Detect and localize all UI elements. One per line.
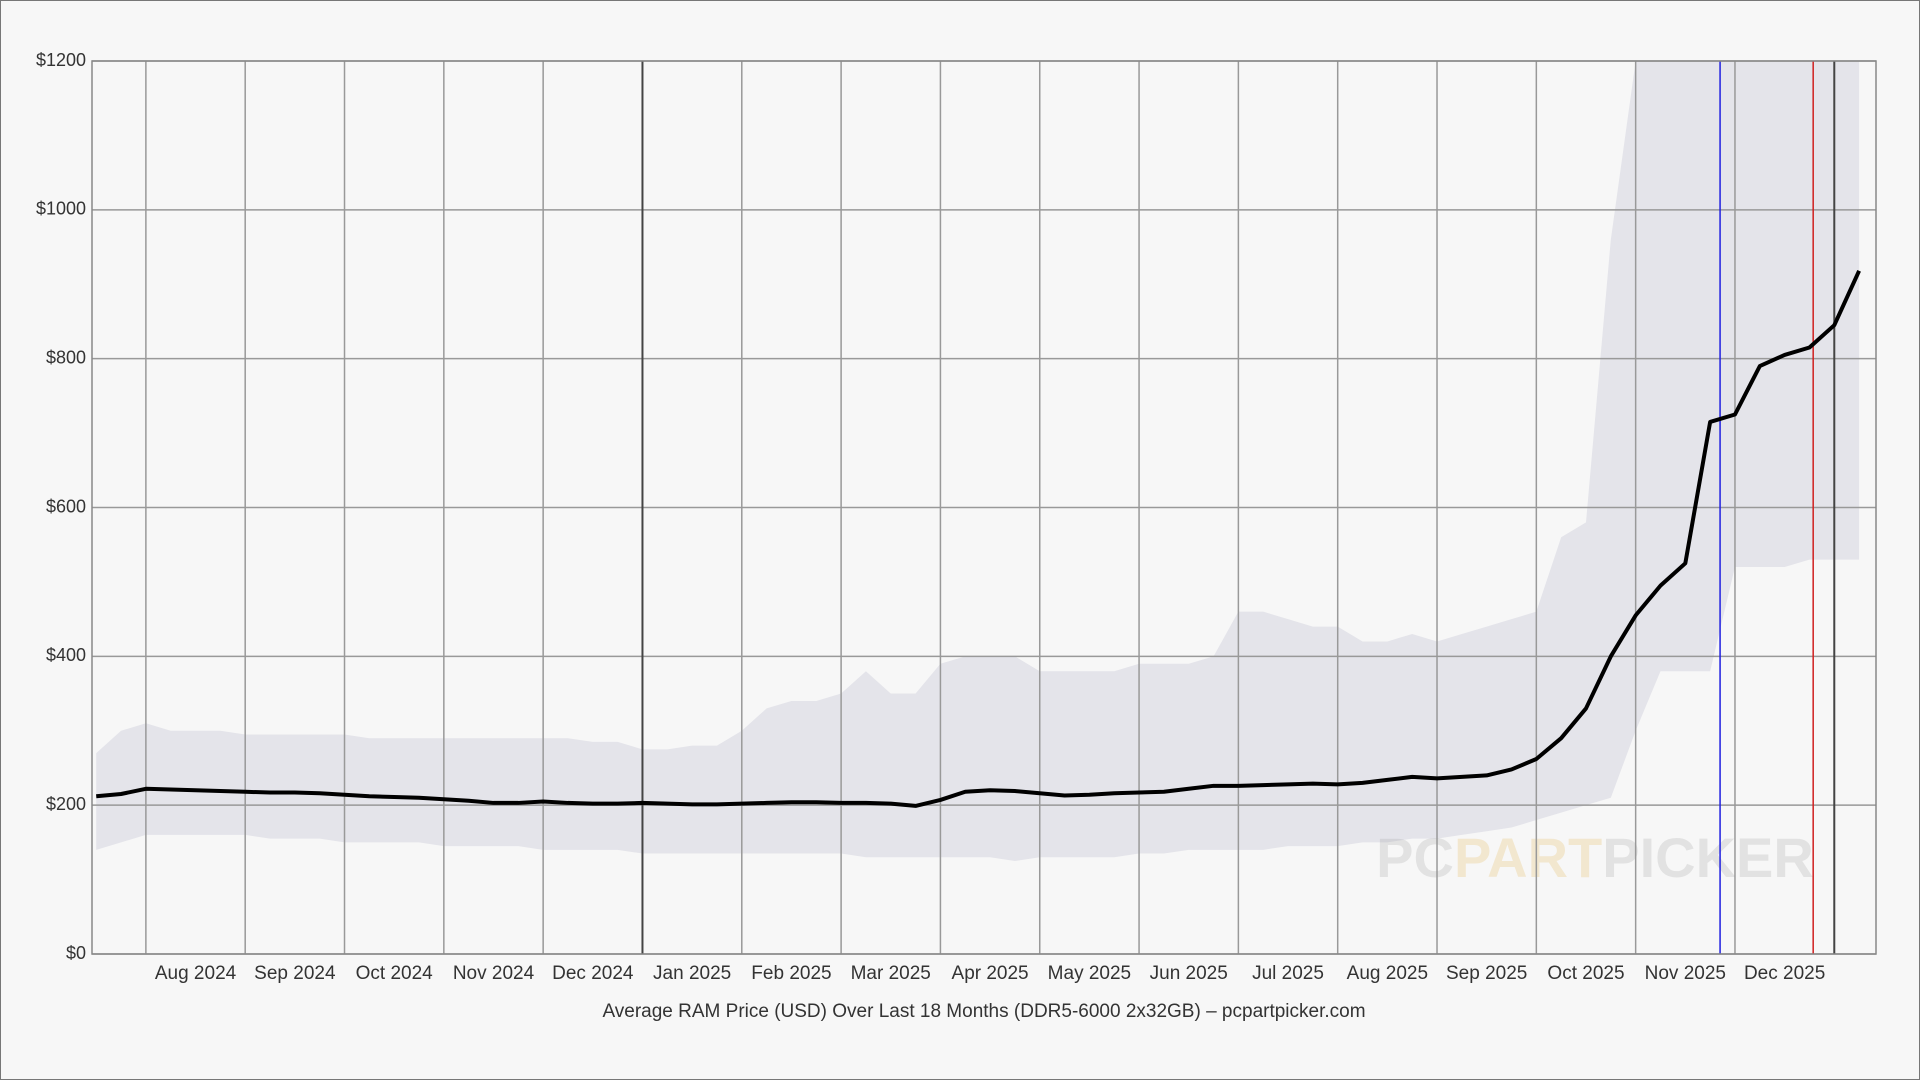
chart-title: Average RAM Price (USD) Over Last 18 Mon… [602,1001,1365,1022]
watermark-part: PC [1376,826,1454,889]
x-tick-label: Nov 2025 [1645,963,1726,984]
price-range [96,61,1860,861]
x-tick-label: Sep 2025 [1446,963,1527,984]
x-tick-label: Aug 2025 [1347,963,1428,984]
watermark-part: PART [1454,826,1602,889]
watermark-part: PICKER [1602,826,1814,889]
y-tick-label: $1000 [36,199,86,219]
x-tick-label: Jun 2025 [1150,963,1228,984]
y-tick-label: $200 [46,794,86,814]
y-tick-label: $800 [46,347,86,367]
y-tick-label: $400 [46,645,86,665]
x-tick-label: Aug 2024 [155,963,237,984]
x-tick-label: Dec 2025 [1744,963,1825,984]
x-tick-label: Dec 2024 [552,963,634,984]
x-tick-label: Feb 2025 [751,963,831,984]
x-tick-label: Sep 2024 [254,963,336,984]
plot-border [91,60,1877,955]
x-tick-label: Jul 2025 [1252,963,1324,984]
x-tick-label: Oct 2025 [1547,963,1624,984]
x-tick-label: Mar 2025 [851,963,931,984]
y-tick-label: $600 [46,496,86,516]
watermark: PCPARTPICKER [1376,826,1814,889]
x-tick-label: Jan 2025 [653,963,731,984]
y-tick-label: $0 [66,943,86,963]
x-tick-label: Oct 2024 [356,963,434,984]
x-tick-label: Nov 2024 [453,963,535,984]
price-line [96,270,1861,808]
x-tick-label: May 2025 [1048,963,1131,984]
x-tick-label: Apr 2025 [952,963,1029,984]
y-tick-label: $1200 [36,50,86,70]
